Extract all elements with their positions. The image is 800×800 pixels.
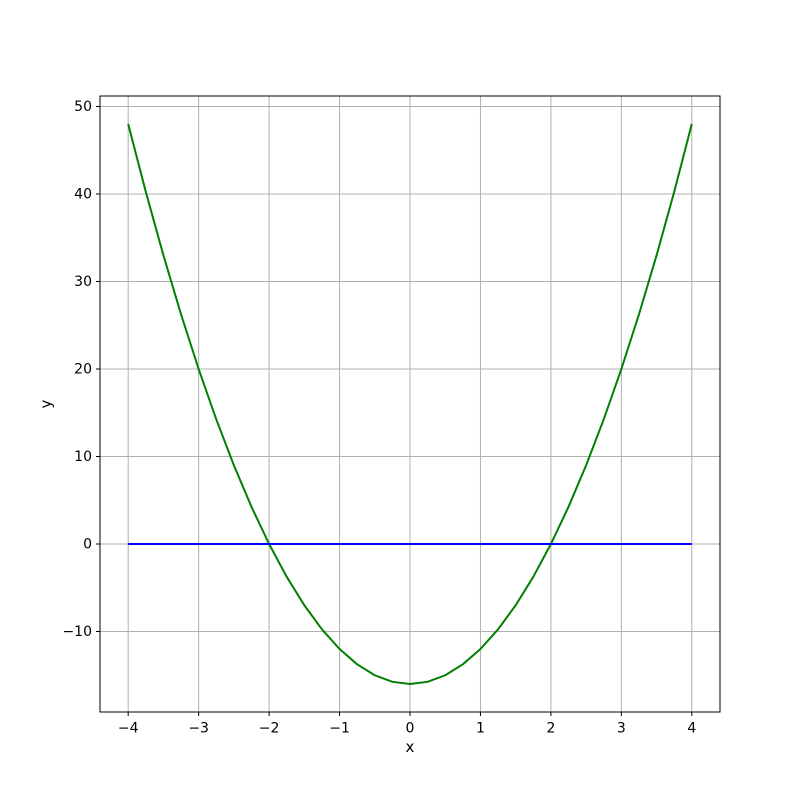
y-tick-label: 40 — [74, 186, 92, 202]
x-tick-label: −4 — [118, 721, 139, 737]
y-tick-label: 0 — [83, 536, 92, 552]
y-tick-label: 50 — [74, 99, 92, 115]
series-parabola — [127, 123, 693, 685]
x-tick-label: −2 — [259, 721, 280, 737]
x-axis-label: x — [406, 738, 415, 756]
x-tick-label: −1 — [329, 721, 350, 737]
y-tick-label: 10 — [74, 449, 92, 465]
x-tick-label: 4 — [687, 721, 696, 737]
y-tick-label: 20 — [74, 361, 92, 377]
y-tick-label: −10 — [62, 624, 92, 640]
y-axis-label: y — [37, 399, 55, 408]
y-tick-label: 30 — [74, 274, 92, 290]
x-tick-label: −3 — [188, 721, 209, 737]
x-tick-label: 1 — [476, 721, 485, 737]
x-tick-label: 0 — [406, 721, 415, 737]
x-tick-label: 2 — [546, 721, 555, 737]
x-tick-label: 3 — [617, 721, 626, 737]
